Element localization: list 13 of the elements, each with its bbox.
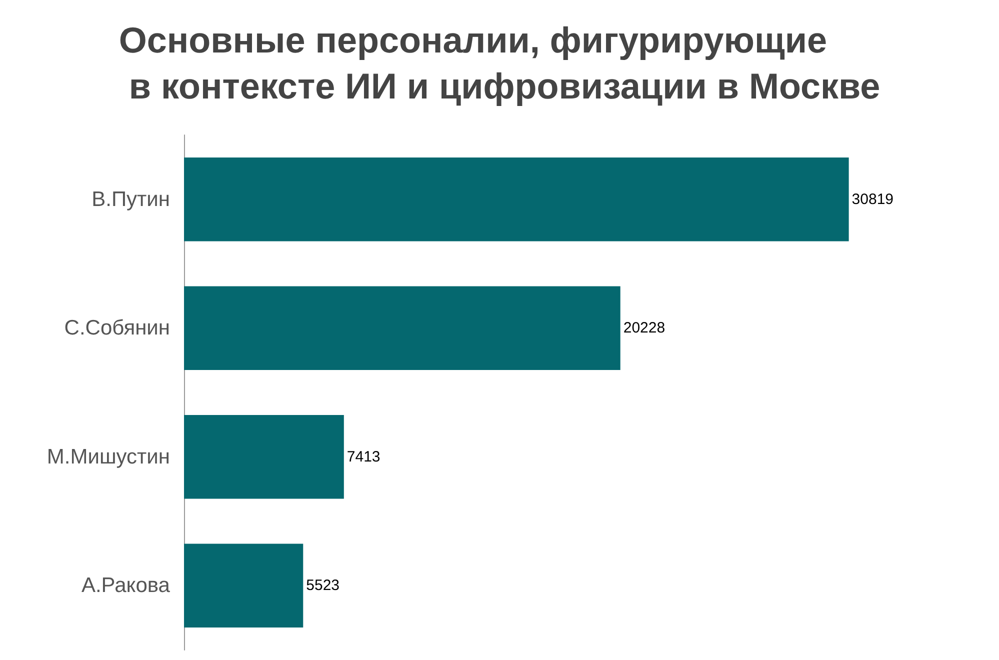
data-label: 20228 <box>623 320 666 337</box>
y-tick-label: В.Путин <box>92 188 170 211</box>
bar <box>184 286 620 370</box>
y-tick-label: А.Ракова <box>81 574 170 598</box>
y-tick-label: М.Мишустин <box>46 445 170 468</box>
chart-title: Основные персоналии, фигурирующие в контексте ИИ и цифровизации в Москве <box>118 20 880 106</box>
data-label: 7413 <box>346 448 380 466</box>
bar <box>184 158 849 242</box>
data-label: 30819 <box>852 190 894 208</box>
bar <box>184 415 344 499</box>
data-label: 5523 <box>306 577 340 594</box>
y-tick-label: С.Собянин <box>64 316 170 340</box>
bar <box>184 544 304 628</box>
